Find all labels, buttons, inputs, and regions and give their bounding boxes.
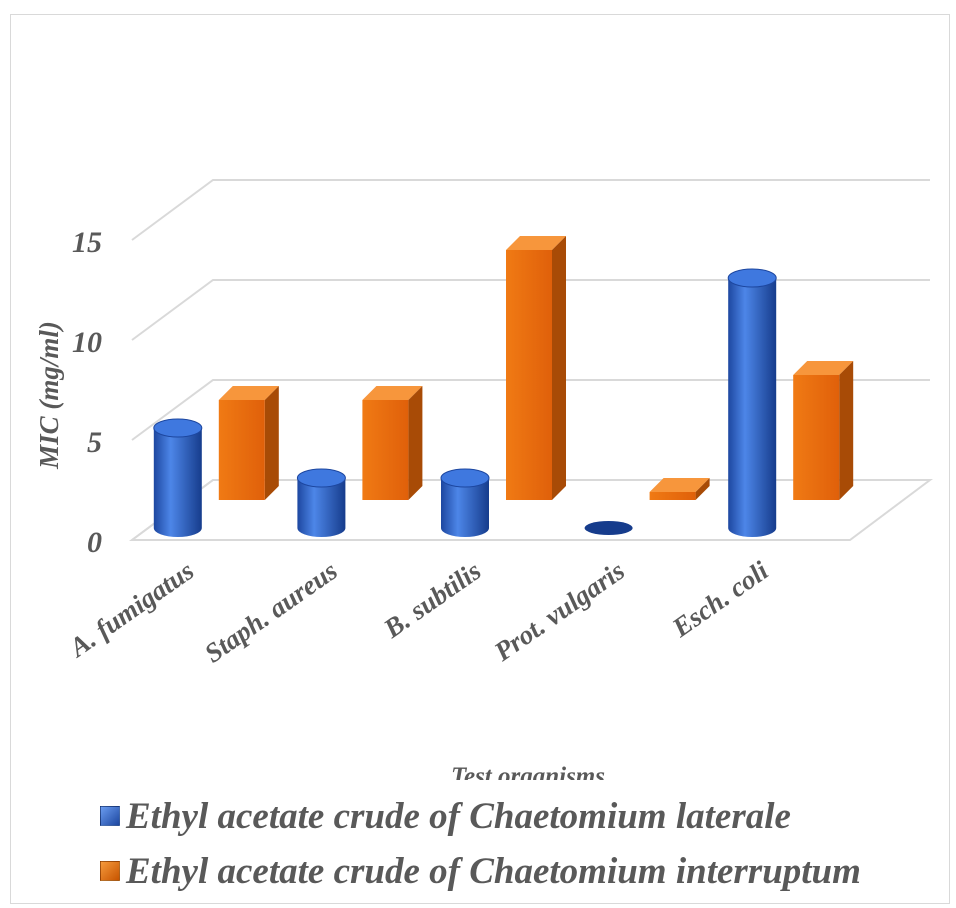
bar-top-face [218,386,279,400]
bar-side-face [264,386,279,500]
bar-interruptum [793,361,854,500]
bar-front-face [649,492,696,500]
bar-front-face [362,400,409,500]
x-tick-label: Prot. vulgaris [488,555,630,667]
bar-laterale [727,268,777,537]
y-tick-label: 15 [72,226,102,259]
bar-laterale [584,521,633,535]
bar-interruptum [506,236,566,500]
legend-item-laterale: Ethyl acetate crude of Chaetomium latera… [100,795,791,838]
bar-laterale [440,468,490,537]
legend-item-interruptum: Ethyl acetate crude of Chaetomium interr… [100,850,861,893]
bar-front-face [218,400,265,500]
bar-front-face [793,375,840,500]
chart-plot: 0 5 10 15 A. fumigatus Staph. aureus B. subti… [34,179,933,780]
x-tick-label: A. fumigatus [62,555,199,663]
x-axis-label: Test organisms [451,763,605,780]
bar-interruptum [218,386,279,500]
x-tick-label: B. subtilis [377,555,486,644]
gridline [131,279,930,341]
chart-frame [10,14,950,904]
y-tick-label: 0 [87,526,102,559]
bar-side-face [552,236,566,500]
bar-side-face [695,478,710,500]
cylinder-body [441,478,489,537]
cylinder-body [297,478,346,537]
legend-label-laterale: Ethyl acetate crude of Chaetomium latera… [126,796,791,837]
cylinder-base [584,521,633,535]
bar-side-face [408,386,423,500]
y-tick-label: 10 [72,326,102,359]
legend-swatch-interruptum [100,861,120,881]
y-axis-label: MIC (mg/ml) [34,321,64,470]
cylinder-top [440,468,490,488]
bar-laterale [153,418,203,537]
bar-top-face [793,361,854,375]
x-tick-label: Staph. aureus [199,555,343,668]
bar-side-face [839,361,854,500]
bar-interruptum [362,386,423,500]
cylinder-top [296,468,346,488]
cylinder-top [727,268,777,288]
y-tick-label: 5 [87,426,102,459]
cylinder-body [153,428,202,537]
cylinder-top [153,418,203,438]
bar-interruptum [649,478,710,500]
cylinder-body [728,278,777,537]
gridline [131,179,930,241]
legend-label-interruptum: Ethyl acetate crude of Chaetomium interr… [126,851,861,892]
bar-top-face [649,478,710,492]
gridline [131,379,930,441]
bar-front-face [506,250,552,500]
bar-top-face [506,236,566,250]
legend-swatch-laterale [100,806,120,826]
bar-laterale [296,468,346,537]
bar-top-face [362,386,423,400]
x-tick-label: Esch. coli [666,555,774,643]
